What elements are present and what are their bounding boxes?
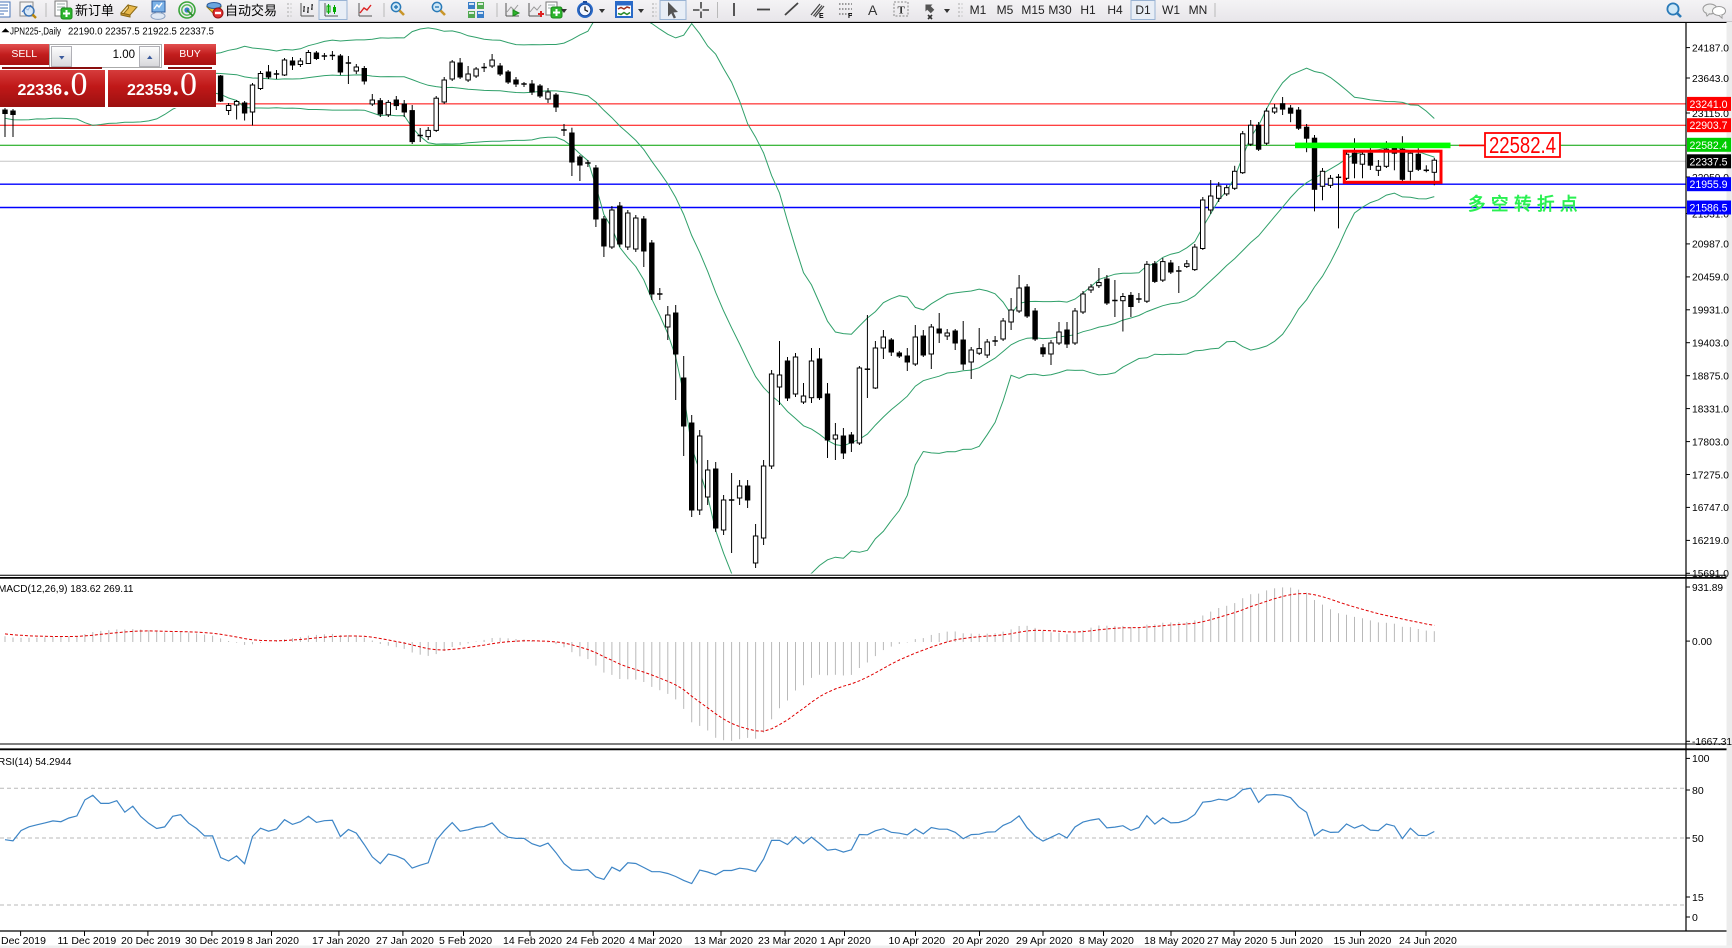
svg-text:1 Apr 2020: 1 Apr 2020 bbox=[820, 935, 871, 947]
svg-text:F: F bbox=[848, 13, 853, 20]
svg-text:21586.5: 21586.5 bbox=[1690, 203, 1728, 215]
svg-text:RSI(14) 54.2944: RSI(14) 54.2944 bbox=[0, 757, 72, 768]
svg-text:M30: M30 bbox=[1048, 3, 1072, 17]
svg-text:新订单: 新订单 bbox=[75, 3, 114, 18]
svg-text:H1: H1 bbox=[1080, 3, 1096, 17]
svg-text:23241.0: 23241.0 bbox=[1690, 99, 1728, 111]
svg-text:5 Feb 2020: 5 Feb 2020 bbox=[439, 935, 492, 947]
svg-text:0: 0 bbox=[1692, 912, 1698, 924]
svg-text:15 Jun 2020: 15 Jun 2020 bbox=[1334, 935, 1392, 947]
svg-text:22582.4: 22582.4 bbox=[1489, 132, 1556, 158]
svg-text:21955.9: 21955.9 bbox=[1690, 179, 1728, 191]
svg-text:M15: M15 bbox=[1021, 3, 1045, 17]
svg-text:0.00: 0.00 bbox=[1692, 636, 1712, 648]
svg-text:931.89: 931.89 bbox=[1692, 582, 1723, 594]
svg-text:11 Dec 2019: 11 Dec 2019 bbox=[58, 935, 117, 947]
svg-text:T: T bbox=[898, 5, 906, 17]
svg-text:A: A bbox=[868, 2, 878, 18]
svg-text:H4: H4 bbox=[1107, 3, 1123, 17]
svg-text:JPN225-,Daily: JPN225-,Daily bbox=[10, 26, 61, 37]
svg-text:D1: D1 bbox=[1135, 3, 1151, 17]
svg-text:19403.0: 19403.0 bbox=[1692, 338, 1729, 350]
svg-text:16747.0: 16747.0 bbox=[1692, 502, 1729, 514]
svg-text:30 Dec 2019: 30 Dec 2019 bbox=[185, 935, 245, 947]
svg-text:多空转折点: 多空转折点 bbox=[1468, 194, 1583, 214]
svg-text:24 Jun 2020: 24 Jun 2020 bbox=[1399, 935, 1457, 947]
svg-text:80: 80 bbox=[1692, 785, 1704, 797]
svg-text:20 Apr 2020: 20 Apr 2020 bbox=[953, 935, 1010, 947]
svg-text:23 Mar 2020: 23 Mar 2020 bbox=[758, 935, 817, 947]
svg-text:5 Jun 2020: 5 Jun 2020 bbox=[1271, 935, 1323, 947]
svg-text:24187.0: 24187.0 bbox=[1692, 42, 1729, 54]
svg-text:自动交易: 自动交易 bbox=[225, 3, 277, 18]
svg-text:29 Apr 2020: 29 Apr 2020 bbox=[1016, 935, 1073, 947]
svg-text:22337.5: 22337.5 bbox=[1690, 156, 1728, 168]
svg-text:27 Jan 2020: 27 Jan 2020 bbox=[376, 935, 434, 947]
svg-text:4 Mar 2020: 4 Mar 2020 bbox=[629, 935, 682, 947]
svg-text:22582.4: 22582.4 bbox=[1690, 140, 1728, 152]
svg-text:18 May 2020: 18 May 2020 bbox=[1144, 935, 1205, 947]
svg-text:17803.0: 17803.0 bbox=[1692, 436, 1729, 448]
svg-text:15: 15 bbox=[1692, 892, 1704, 904]
svg-text:-1667.31: -1667.31 bbox=[1692, 736, 1732, 748]
svg-text:15691.0: 15691.0 bbox=[1692, 568, 1729, 580]
svg-text:8 Jan 2020: 8 Jan 2020 bbox=[247, 935, 299, 947]
svg-text:M5: M5 bbox=[997, 3, 1014, 17]
svg-text:8 May 2020: 8 May 2020 bbox=[1079, 935, 1134, 947]
svg-text:10 Apr 2020: 10 Apr 2020 bbox=[889, 935, 946, 947]
svg-text:MN: MN bbox=[1189, 3, 1208, 17]
svg-text:20459.0: 20459.0 bbox=[1692, 272, 1729, 284]
svg-text:50: 50 bbox=[1692, 833, 1704, 845]
svg-text:18875.0: 18875.0 bbox=[1692, 371, 1729, 383]
svg-text:20 Dec 2019: 20 Dec 2019 bbox=[121, 935, 181, 947]
svg-text:23643.0: 23643.0 bbox=[1692, 73, 1729, 85]
svg-text:16219.0: 16219.0 bbox=[1692, 535, 1729, 547]
svg-text:M1: M1 bbox=[970, 3, 987, 17]
svg-text:Dec 2019: Dec 2019 bbox=[1, 935, 46, 947]
svg-text:14 Feb 2020: 14 Feb 2020 bbox=[503, 935, 562, 947]
svg-text:24 Feb 2020: 24 Feb 2020 bbox=[566, 935, 625, 947]
svg-text:100: 100 bbox=[1692, 753, 1710, 765]
svg-text:22903.7: 22903.7 bbox=[1690, 120, 1728, 132]
svg-text:13 Mar 2020: 13 Mar 2020 bbox=[694, 935, 753, 947]
svg-text:17275.0: 17275.0 bbox=[1692, 469, 1729, 481]
svg-text:19931.0: 19931.0 bbox=[1692, 305, 1729, 317]
svg-text:27 May 2020: 27 May 2020 bbox=[1207, 935, 1268, 947]
svg-text:MACD(12,26,9) 183.62 269.11: MACD(12,26,9) 183.62 269.11 bbox=[0, 584, 134, 595]
svg-text:E: E bbox=[819, 13, 824, 20]
svg-text:17 Jan 2020: 17 Jan 2020 bbox=[312, 935, 370, 947]
svg-text:22190.0 22357.5 21922.5 22337.: 22190.0 22357.5 21922.5 22337.5 bbox=[68, 26, 214, 37]
svg-text:20987.0: 20987.0 bbox=[1692, 239, 1729, 251]
svg-text:18331.0: 18331.0 bbox=[1692, 403, 1729, 415]
svg-text:W1: W1 bbox=[1162, 3, 1180, 17]
